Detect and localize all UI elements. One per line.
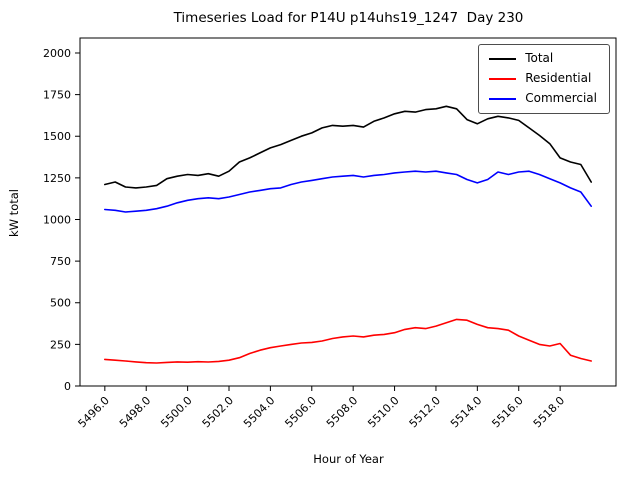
y-tick-label: 1250 [43,172,71,185]
x-tick-label: 5502.0 [200,394,236,430]
y-tick-label: 750 [50,255,71,268]
y-tick-label: 1750 [43,89,71,102]
x-tick-label: 5516.0 [489,394,525,430]
legend-line-sample [489,77,517,80]
x-tick-label: 5506.0 [282,394,318,430]
x-axis-label: Hour of Year [313,452,384,466]
legend-label: Total [525,51,554,65]
legend-label: Commercial [525,91,597,106]
y-tick-label: 250 [50,338,71,351]
y-tick-label: 0 [64,380,71,393]
legend-item-total: Total [489,51,597,65]
legend-item-commercial: Commercial [489,92,597,105]
x-tick-label: 5500.0 [158,394,194,430]
series-line-residential [104,318,593,364]
x-tick-label: 5518.0 [531,394,567,430]
x-tick-label: 5508.0 [324,394,360,430]
legend-line-sample [489,57,517,60]
x-tick-label: 5496.0 [76,394,112,430]
x-tick-label: 5512.0 [407,394,443,430]
x-tick-label: 5504.0 [241,394,277,430]
legend: Total Residential Commercial [478,44,610,114]
x-tick-label: 5510.0 [365,394,401,430]
legend-line-sample [489,97,517,100]
series-line-commercial [104,170,593,213]
x-tick-label: 5514.0 [448,394,484,430]
y-tick-label: 2000 [43,47,71,60]
axes-frame [79,37,617,387]
x-tick-label: 5498.0 [117,394,153,430]
y-tick-label: 1500 [43,130,71,143]
y-tick-label: 1000 [43,213,71,226]
series-line-total [104,105,593,189]
y-tick-label: 500 [50,297,71,310]
legend-label: Residential [525,71,592,86]
chart-title: Timeseries Load for P14U p14uhs19_1247 D… [173,10,524,26]
legend-item-residential: Residential [489,71,597,86]
